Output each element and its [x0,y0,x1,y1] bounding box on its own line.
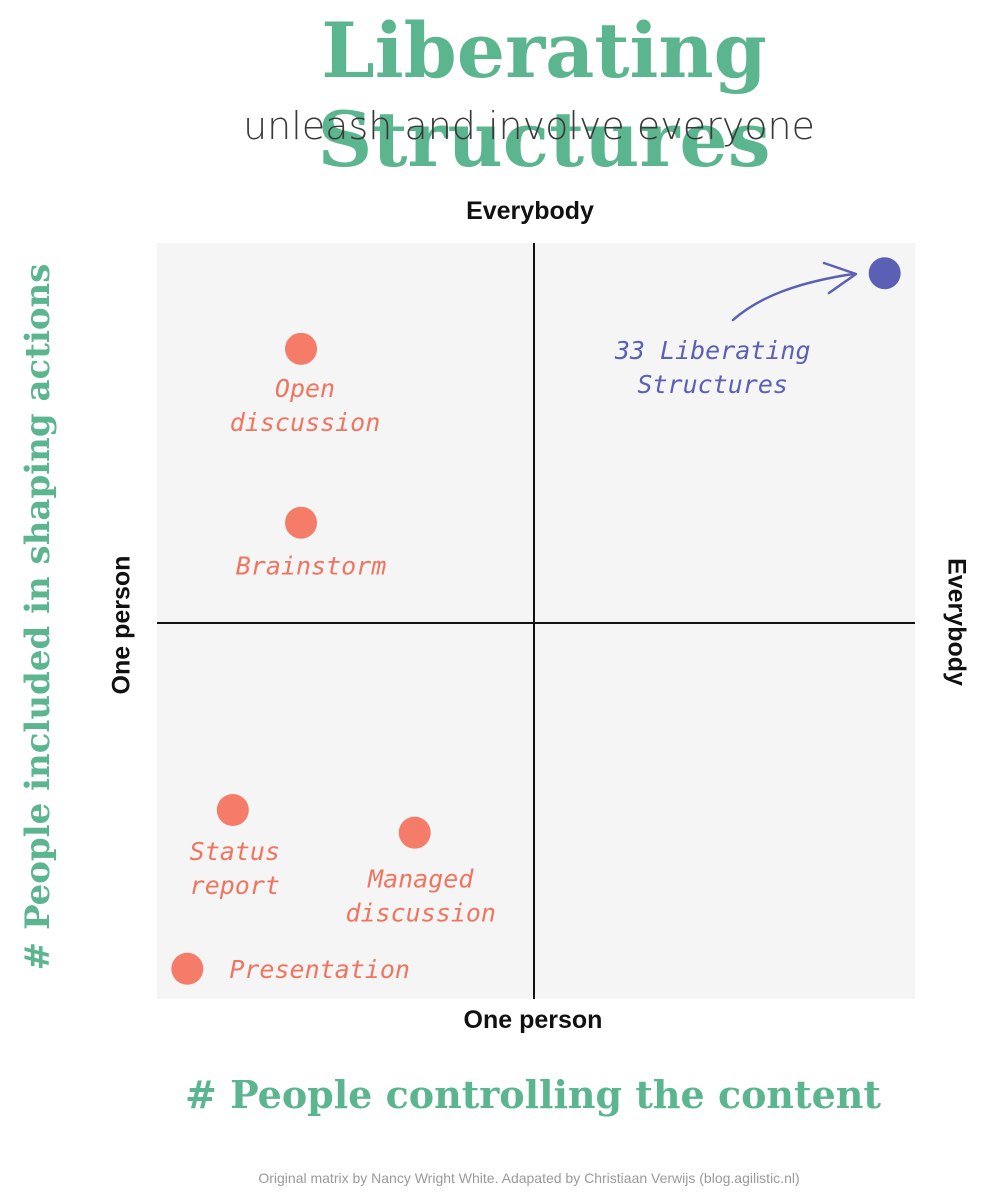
point-33-liberating-structures [868,257,901,290]
page-title: Liberating Structures [317,6,771,184]
point-managed-discussion [398,816,431,849]
axis-label-right: Everybody [942,558,971,686]
point-open-discussion [285,332,318,365]
label-managed-discussion: Managed discussion [345,865,496,928]
axis-label-left: One person [107,555,136,695]
label-open-discussion: Open discussion [230,374,381,437]
arrow-icon [731,261,858,322]
axis-label-top: Everybody [466,197,594,225]
label-brainstorm: Brainstorm [236,552,387,581]
label-presentation: Presentation [229,955,410,984]
point-status-report [216,794,249,826]
page-subtitle: unleash and involve everyone [243,104,815,148]
points-layer: Open discussion Brainstorm Status report Mana… [171,257,901,985]
axis-label-bottom: One person [463,1006,603,1034]
point-presentation [171,952,204,985]
credit-line: Original matrix by Nancy Wright White. A… [258,1170,800,1186]
x-axis-title: # People controlling the content [185,1072,881,1117]
point-brainstorm [285,506,318,539]
label-status-report: Status report [190,837,280,900]
plot-background [157,243,915,999]
y-axis-title: # People included in shaping actions [18,263,58,971]
label-33-liberating-structures: 33 Liberating Structures [614,336,811,399]
